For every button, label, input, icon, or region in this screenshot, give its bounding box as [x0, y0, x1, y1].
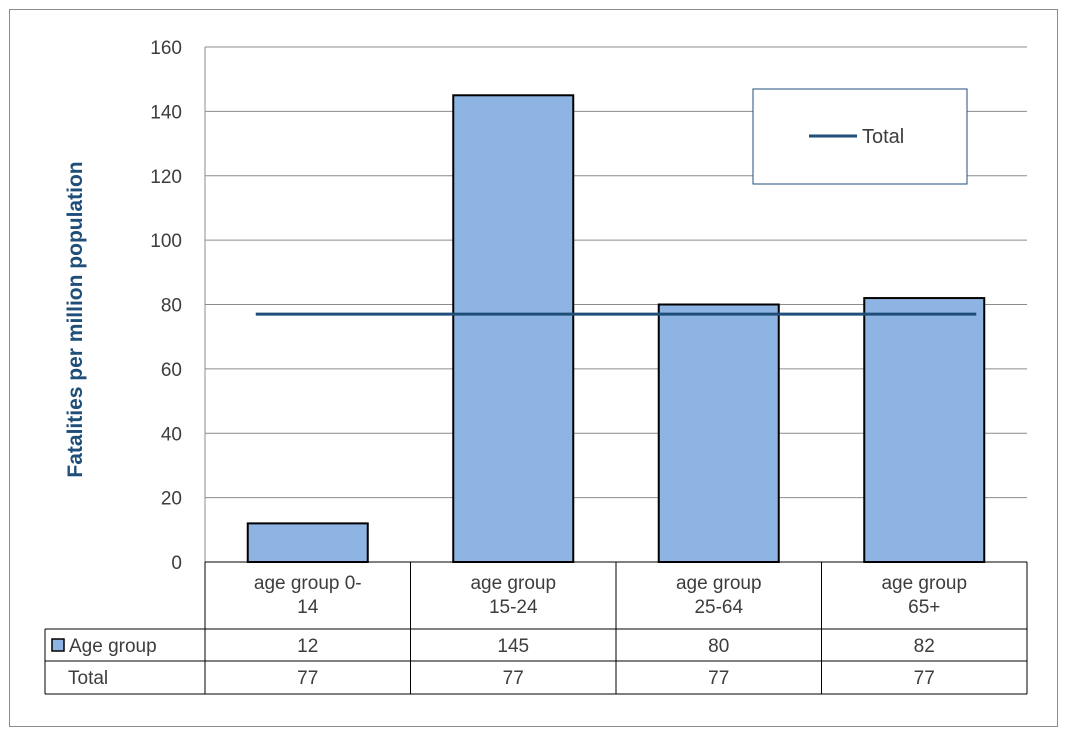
y-axis-title: Fatalities per million population	[64, 161, 87, 477]
y-tick-label: 140	[150, 102, 182, 123]
x-tick-label: 15-24	[489, 597, 538, 618]
table-cell: 80	[708, 636, 729, 657]
y-tick-label: 20	[161, 489, 182, 510]
table-cell: 145	[497, 636, 529, 657]
table-row-label: Age group	[69, 636, 157, 657]
table-cell: 12	[297, 636, 318, 657]
y-tick-label: 80	[161, 296, 182, 317]
x-tick-label: age group 0-	[254, 573, 362, 594]
x-tick-label: 65+	[908, 597, 940, 618]
legend-box	[752, 88, 968, 185]
table-cell: 77	[708, 668, 729, 689]
x-tick-label: age group	[470, 573, 556, 594]
x-tick-label: age group	[676, 573, 762, 594]
bar	[246, 522, 369, 563]
x-tick-label: age group	[881, 573, 967, 594]
table-row-label: Total	[68, 668, 108, 689]
bar	[657, 303, 780, 563]
y-tick-label: 40	[161, 424, 182, 445]
legend-bar-swatch	[51, 638, 65, 652]
table-cell: 82	[914, 636, 935, 657]
y-tick-label: 0	[171, 553, 182, 574]
bar	[863, 297, 986, 563]
legend-label-total: Total	[862, 126, 904, 148]
table-cell: 77	[503, 668, 524, 689]
table-cell: 77	[297, 668, 318, 689]
table-cell: 77	[914, 668, 935, 689]
y-tick-label: 160	[150, 38, 182, 59]
y-tick-label: 120	[150, 167, 182, 188]
y-tick-label: 60	[161, 360, 182, 381]
y-tick-label: 100	[150, 231, 182, 252]
x-tick-label: 25-64	[694, 597, 743, 618]
x-tick-label: 14	[297, 597, 319, 618]
bar	[452, 94, 575, 563]
